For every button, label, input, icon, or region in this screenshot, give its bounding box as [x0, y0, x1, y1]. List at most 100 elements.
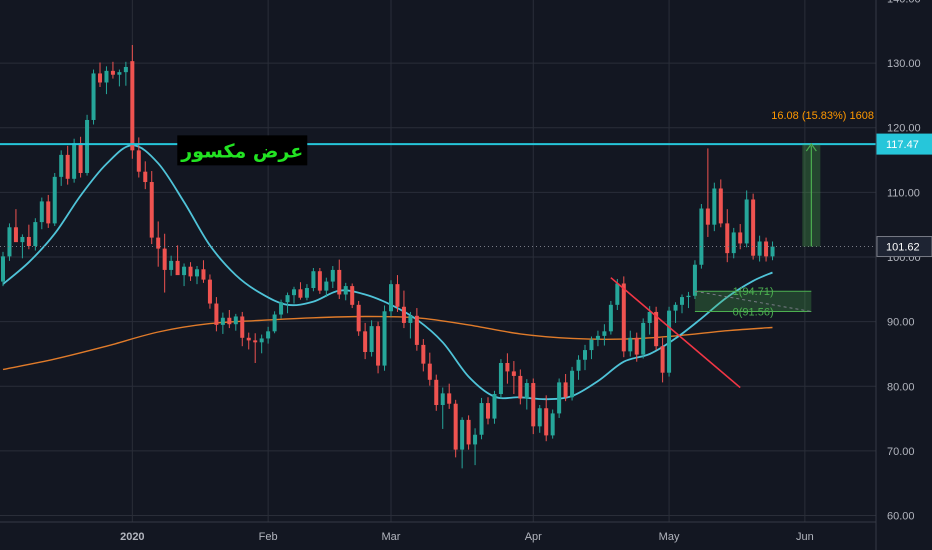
- candle-body: [220, 317, 225, 325]
- candle: [97, 62, 103, 88]
- candle-body: [285, 295, 290, 303]
- candle: [757, 235, 762, 262]
- candle-body: [524, 383, 529, 399]
- candle: [46, 194, 51, 228]
- candle: [91, 69, 96, 125]
- candle-body: [738, 232, 743, 244]
- candle-body: [570, 370, 575, 398]
- candle-body: [97, 73, 103, 83]
- candle: [65, 145, 70, 185]
- candle-body: [557, 382, 562, 414]
- candle: [52, 172, 57, 226]
- candle: [149, 171, 154, 245]
- price-tag: 101.62: [876, 236, 932, 258]
- candle-body: [505, 363, 510, 372]
- candle-body: [182, 266, 187, 276]
- candle-body: [291, 289, 297, 296]
- candle: [485, 397, 491, 425]
- candle-body: [679, 297, 685, 305]
- candle-body: [421, 344, 426, 364]
- candle-body: [130, 61, 135, 151]
- trendline: [610, 277, 741, 389]
- candle-body: [52, 176, 57, 224]
- candle: [227, 310, 232, 329]
- candle: [194, 266, 200, 285]
- candle-body: [46, 201, 51, 224]
- candle-body: [91, 73, 96, 120]
- candle-body: [537, 408, 542, 427]
- candle: [744, 190, 749, 248]
- candle: [13, 209, 18, 243]
- candle: [285, 292, 290, 314]
- candle-body: [343, 286, 348, 295]
- candle: [550, 409, 555, 439]
- candle-body: [162, 248, 167, 270]
- price-tag-label: 117.47: [886, 139, 919, 151]
- candle: [279, 299, 284, 319]
- candle: [253, 333, 258, 363]
- candle: [39, 197, 44, 230]
- candle-body: [473, 434, 478, 445]
- time-axis[interactable]: 2020 Feb Mar Apr May Jun: [120, 531, 814, 543]
- candle: [667, 306, 672, 377]
- candle-body: [414, 315, 419, 345]
- candle-body: [712, 188, 717, 225]
- candle-body: [240, 316, 245, 338]
- candle: [479, 397, 484, 440]
- candle-body: [233, 316, 238, 325]
- candle-body: [544, 408, 549, 436]
- candle-body: [388, 284, 394, 312]
- candle: [511, 361, 516, 395]
- x-tick-label: Apr: [525, 531, 542, 543]
- fib-label: 1(94.71): [733, 286, 774, 298]
- candle-body: [207, 279, 212, 304]
- candle-body: [466, 419, 471, 445]
- candle-body: [324, 281, 329, 291]
- candle-body: [143, 171, 148, 183]
- candle-body: [395, 284, 400, 307]
- candle: [240, 311, 245, 347]
- candle: [518, 369, 523, 405]
- candle-body: [39, 201, 44, 223]
- candle: [705, 148, 710, 237]
- price-tag-background: [876, 236, 932, 258]
- candle: [59, 150, 64, 186]
- grid: [0, 0, 876, 522]
- candle: [524, 379, 529, 410]
- candle: [214, 297, 219, 332]
- candle: [110, 61, 115, 79]
- candle: [492, 390, 497, 424]
- candle-body: [764, 241, 769, 257]
- candle: [602, 324, 607, 346]
- candle-body: [246, 337, 251, 341]
- candle: [104, 66, 109, 95]
- candle: [414, 308, 419, 351]
- candle: [207, 274, 212, 309]
- y-tick-label: 120.00: [887, 123, 921, 135]
- candle: [246, 332, 251, 350]
- candle-body: [725, 223, 730, 254]
- candle: [473, 428, 478, 466]
- candle-body: [485, 403, 491, 419]
- candle: [324, 277, 329, 298]
- candle: [182, 263, 187, 287]
- candle-body: [65, 154, 70, 179]
- candle-body: [188, 266, 193, 277]
- candle-body: [641, 322, 646, 355]
- price-axis-background[interactable]: [876, 0, 932, 550]
- candle: [7, 223, 12, 261]
- candle: [376, 321, 381, 374]
- candle-body: [453, 403, 458, 450]
- candle: [654, 306, 659, 351]
- candle: [699, 204, 704, 269]
- candle-body: [175, 260, 180, 276]
- candle: [679, 294, 685, 314]
- candle: [660, 337, 665, 383]
- candle-body: [317, 271, 322, 291]
- candle-body: [201, 269, 206, 280]
- candle: [505, 353, 510, 384]
- y-tick-label: 140.00: [887, 0, 921, 5]
- candle: [531, 378, 536, 435]
- y-tick-label: 130.00: [887, 58, 921, 70]
